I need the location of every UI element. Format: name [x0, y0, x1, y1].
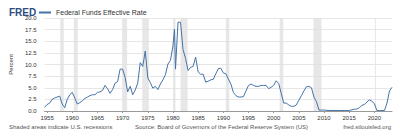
svg-text:2005: 2005: [292, 115, 306, 121]
svg-text:1995: 1995: [242, 115, 256, 121]
svg-text:Federal Funds Effective Rate: Federal Funds Effective Rate: [56, 9, 147, 16]
svg-text:2015: 2015: [343, 115, 357, 121]
svg-text:Shaded areas indicate U.S. rec: Shaded areas indicate U.S. recessions: [9, 124, 112, 130]
svg-text:2020: 2020: [368, 115, 382, 121]
svg-text:12.5: 12.5: [25, 50, 37, 56]
svg-text:Percent: Percent: [8, 54, 14, 75]
svg-text:2000: 2000: [267, 115, 281, 121]
svg-text:20.0: 20.0: [24, 15, 37, 21]
svg-text:1970: 1970: [116, 115, 130, 121]
svg-text:FRED: FRED: [9, 7, 36, 18]
svg-text:17.5: 17.5: [25, 27, 37, 33]
svg-text:1980: 1980: [166, 115, 180, 121]
svg-text:10.0: 10.0: [25, 62, 37, 68]
svg-text:1960: 1960: [66, 115, 80, 121]
svg-text:fred.stlouisfed.org: fred.stlouisfed.org: [343, 124, 391, 130]
svg-text:7.5: 7.5: [28, 73, 37, 79]
svg-text:1965: 1965: [91, 115, 105, 121]
svg-text:1975: 1975: [141, 115, 155, 121]
svg-text:2010: 2010: [317, 115, 331, 121]
svg-text:1955: 1955: [40, 115, 54, 121]
svg-text:2.5: 2.5: [28, 96, 37, 102]
svg-text:1985: 1985: [191, 115, 205, 121]
svg-text:5.0: 5.0: [28, 85, 37, 91]
svg-text:15.0: 15.0: [25, 38, 37, 44]
svg-text:1990: 1990: [217, 115, 231, 121]
svg-text:Source: Board of Governors of: Source: Board of Governors of the Federa…: [135, 124, 308, 130]
svg-text:0.0: 0.0: [28, 108, 37, 114]
